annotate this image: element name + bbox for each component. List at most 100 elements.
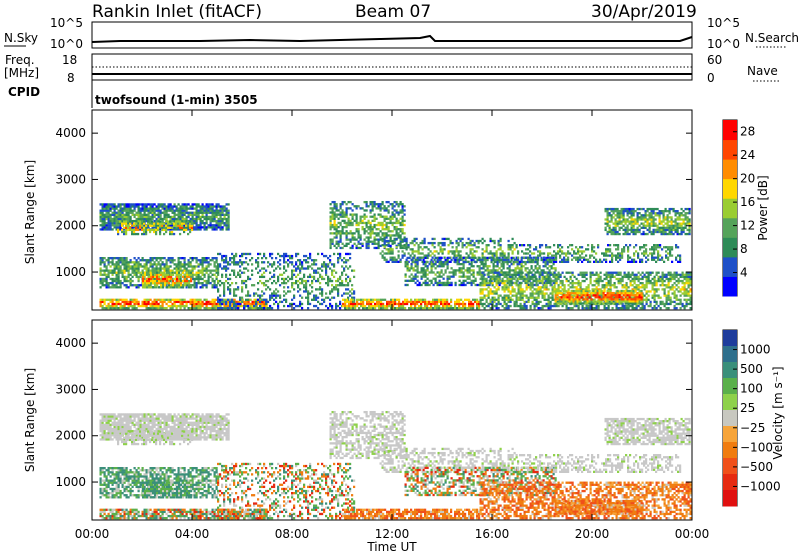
power-cell: [430, 265, 433, 268]
power-cell: [443, 256, 446, 259]
n-strip-frame: [91, 21, 693, 49]
power-cell: [277, 304, 280, 308]
power-cell: [468, 263, 471, 266]
power-cell: [401, 217, 404, 220]
power-cell: [503, 281, 506, 285]
power-cell: [269, 296, 272, 299]
power-cell: [207, 277, 210, 281]
power-cell: [333, 275, 336, 279]
power-cell: [291, 302, 294, 306]
power-cell: [458, 279, 461, 282]
power-cell: [507, 290, 510, 293]
power-cell: [277, 277, 280, 281]
power-cell: [327, 281, 330, 285]
power-cell: [101, 209, 104, 212]
power-cell: [368, 300, 371, 304]
power-cell: [121, 217, 124, 221]
power-cell: [211, 298, 214, 301]
power-cell: [313, 277, 316, 281]
power-cell: [177, 263, 180, 266]
power-cell: [535, 284, 538, 287]
power-cell: [478, 258, 481, 262]
power-cell: [179, 300, 182, 304]
power-cell: [259, 269, 262, 272]
power-cell: [381, 221, 384, 225]
power-cell: [201, 304, 204, 308]
power-cell: [145, 306, 148, 310]
power-cell: [231, 300, 234, 304]
power-cell: [129, 302, 132, 306]
power-cell: [513, 258, 516, 261]
power-cell: [195, 286, 198, 289]
power-cell: [423, 237, 426, 241]
power-cell: [349, 207, 352, 210]
power-cell: [245, 304, 248, 308]
power-cell: [369, 200, 372, 204]
power-cell: [107, 211, 110, 214]
power-cell: [583, 306, 586, 310]
power-cell: [123, 203, 126, 206]
power-cell: [123, 205, 126, 208]
power-cell: [191, 302, 194, 306]
power-cell: [323, 254, 326, 258]
power-cell: [430, 304, 433, 308]
power-cell: [221, 281, 224, 285]
power-cell: [385, 225, 388, 229]
power-cell: [237, 263, 240, 266]
power-cell: [337, 288, 340, 291]
power-cell: [412, 256, 415, 260]
power-cell: [405, 237, 408, 241]
power-cell: [599, 275, 602, 279]
power-cell: [313, 296, 316, 299]
power-cell: [339, 205, 342, 208]
power-cell: [159, 222, 162, 225]
power-cell: [111, 224, 114, 227]
power-cell: [213, 205, 216, 208]
power-cell: [367, 242, 370, 245]
power-cell: [241, 281, 244, 285]
power-cell: [385, 221, 388, 225]
power-cell: [361, 228, 364, 231]
power-cell: [191, 215, 194, 219]
power-cell: [454, 302, 457, 306]
power-cell: [113, 267, 116, 270]
power-cell: [111, 211, 114, 214]
power-cell: [165, 284, 168, 287]
power-cell: [383, 244, 386, 248]
power-cell: [481, 281, 484, 285]
power-cell: [187, 224, 190, 227]
power-cell: [239, 296, 242, 299]
power-cell: [105, 306, 108, 310]
power-cell: [167, 256, 170, 260]
power-cell: [301, 296, 304, 299]
power-cell: [371, 228, 374, 231]
power-cell: [327, 265, 330, 268]
power-cell: [577, 304, 580, 308]
power-cell: [261, 302, 264, 306]
power-cell: [341, 284, 344, 287]
power-cell: [401, 230, 404, 233]
power-cell: [223, 209, 226, 212]
power-cell: [171, 271, 174, 274]
power-cell: [434, 273, 437, 276]
power-cell: [345, 259, 348, 262]
power-cell: [113, 209, 116, 212]
power-cell: [397, 219, 400, 223]
power-cell: [195, 275, 198, 279]
power-cell: [225, 211, 228, 214]
power-cell: [551, 298, 554, 301]
power-cell: [382, 306, 385, 310]
power-cell: [151, 273, 154, 276]
power-cell: [161, 220, 164, 223]
power-cell: [407, 244, 410, 247]
power-cell: [215, 267, 218, 270]
power-cell: [121, 215, 124, 219]
power-cell: [123, 217, 126, 221]
power-cell: [369, 225, 372, 229]
power-cell: [283, 256, 286, 260]
power-cell: [537, 290, 540, 293]
power-cell: [513, 302, 516, 306]
power-cell: [162, 277, 165, 281]
power-cell: [444, 271, 447, 274]
power-cell: [145, 298, 148, 301]
